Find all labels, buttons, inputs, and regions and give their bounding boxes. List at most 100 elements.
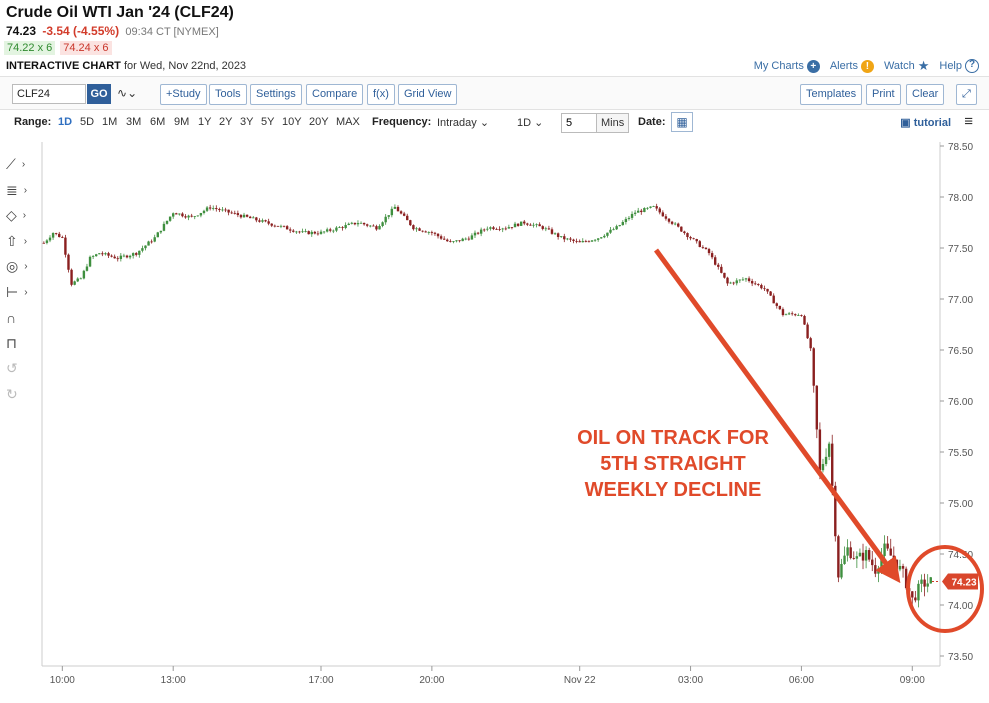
- annotation-circle: [906, 545, 984, 633]
- candle-body: [221, 209, 224, 211]
- alerts-label: Alerts: [829, 60, 858, 72]
- candle-body: [849, 547, 852, 559]
- go-button[interactable]: GO: [87, 84, 111, 104]
- candle-body: [911, 591, 914, 598]
- candle-body: [741, 279, 745, 281]
- range-3y[interactable]: 3Y: [240, 116, 254, 128]
- candle-body: [723, 272, 726, 278]
- annotation-arrow: [653, 248, 901, 584]
- study-button[interactable]: +Study: [160, 84, 207, 105]
- interval-input[interactable]: [561, 113, 597, 133]
- help-icon: ?: [965, 59, 979, 73]
- star-icon: ★: [917, 58, 930, 73]
- settings-button[interactable]: Settings: [250, 84, 302, 105]
- candle-body: [929, 577, 932, 584]
- redo-tool[interactable]: ↻: [6, 382, 42, 408]
- candle-body: [310, 231, 313, 235]
- annotation-line-2: 5TH STRAIGHT: [600, 453, 746, 475]
- candle-body: [901, 565, 905, 569]
- candle-body: [560, 236, 563, 237]
- magnet-tool[interactable]: ∩: [6, 305, 42, 331]
- period-dropdown[interactable]: 1D ⌄: [517, 116, 543, 129]
- y-tick-label: 76.00: [948, 397, 973, 408]
- grid-view-button[interactable]: Grid View: [398, 84, 458, 105]
- fx-button[interactable]: f(x): [367, 84, 395, 105]
- candle-body: [248, 216, 252, 219]
- candle-body: [141, 248, 144, 251]
- chevron-right-icon: ›: [23, 184, 28, 196]
- clear-button[interactable]: Clear: [906, 84, 945, 105]
- candle-body: [747, 278, 751, 282]
- compare-button[interactable]: Compare: [306, 84, 364, 105]
- candle-body: [812, 348, 815, 386]
- candle-body: [917, 583, 920, 601]
- range-9m[interactable]: 9M: [174, 116, 190, 128]
- range-2y[interactable]: 2Y: [219, 116, 233, 128]
- candle-body: [298, 231, 301, 233]
- range-5y[interactable]: 5Y: [261, 116, 275, 128]
- price-chart[interactable]: 73.50 74.00 74.50 75.00 75.50 76.00 76.50 77.00…: [0, 136, 989, 696]
- candle-body: [390, 208, 394, 216]
- range-1y[interactable]: 1Y: [198, 116, 212, 128]
- candle-body: [375, 226, 378, 230]
- candle-body: [212, 208, 215, 209]
- candle-body: [442, 238, 446, 240]
- candle-body: [168, 216, 172, 221]
- candle-body: [270, 223, 273, 226]
- last-price-tag: [942, 573, 978, 590]
- range-10y[interactable]: 10Y: [282, 116, 302, 128]
- line-tool[interactable]: ⟋ ›: [6, 152, 42, 178]
- undo-tool[interactable]: ↺: [6, 356, 42, 382]
- watch-link[interactable]: Watch ★: [884, 58, 929, 74]
- candle-body: [892, 555, 896, 560]
- y-tick-label: 75.00: [948, 499, 973, 510]
- candle-body: [615, 226, 618, 230]
- range-5d[interactable]: 5D: [80, 116, 95, 128]
- chevron-right-icon: ›: [24, 286, 28, 298]
- symbol-input[interactable]: [12, 84, 86, 104]
- templates-button[interactable]: Templates: [800, 84, 863, 105]
- candle-body: [421, 230, 424, 232]
- arrow-tool-icon: ⇧: [6, 232, 18, 249]
- candle-body: [433, 232, 437, 234]
- tools-button[interactable]: Tools: [209, 84, 247, 105]
- my-charts-link[interactable]: My Charts +: [754, 59, 820, 73]
- calendar-button[interactable]: ▦: [671, 112, 693, 132]
- menu-icon[interactable]: ≡: [964, 113, 973, 130]
- x-tick-label: 03:00: [678, 675, 703, 686]
- range-3m[interactable]: 3M: [126, 116, 142, 128]
- tutorial-link[interactable]: ▣ tutorial: [900, 116, 951, 129]
- range-max[interactable]: MAX: [336, 116, 360, 128]
- measure-tool-icon: ⊢: [6, 283, 19, 300]
- candle-body: [439, 236, 443, 239]
- fib-tool[interactable]: ≣ ›: [6, 178, 42, 204]
- range-1m[interactable]: 1M: [102, 116, 118, 128]
- candle-body: [295, 231, 298, 233]
- expand-button[interactable]: ⤢: [956, 84, 977, 105]
- shape-tool[interactable]: ◇ ›: [6, 203, 42, 229]
- candle-body: [402, 213, 406, 216]
- candle-body: [76, 278, 79, 282]
- target-tool[interactable]: ◎ ›: [6, 254, 42, 280]
- x-tick-label: 17:00: [308, 675, 333, 686]
- measure-tool[interactable]: ⊢ ›: [6, 280, 42, 306]
- frequency-dropdown[interactable]: Intraday ⌄: [437, 116, 489, 129]
- candle-body: [144, 245, 147, 249]
- arrow-tool[interactable]: ⇧ ›: [6, 229, 42, 255]
- print-button[interactable]: Print: [866, 84, 901, 105]
- candle-body: [483, 229, 486, 231]
- lock-tool[interactable]: ⊓: [6, 331, 42, 357]
- range-20y[interactable]: 20Y: [309, 116, 329, 128]
- alerts-link[interactable]: Alerts!: [829, 59, 874, 73]
- calendar-icon: ▦: [676, 115, 688, 129]
- x-tick-label: 06:00: [789, 675, 814, 686]
- bid-size: 74.22 x 6: [4, 41, 56, 55]
- help-link[interactable]: Help?: [939, 59, 979, 73]
- range-6m[interactable]: 6M: [150, 116, 166, 128]
- tutorial-label: tutorial: [913, 117, 951, 129]
- annotations: 74.23: [653, 248, 984, 633]
- chevron-right-icon: ›: [22, 210, 27, 222]
- chart-type-dropdown[interactable]: ∿⌄: [117, 86, 137, 100]
- candle-body: [763, 288, 766, 290]
- range-1d[interactable]: 1D: [58, 116, 73, 128]
